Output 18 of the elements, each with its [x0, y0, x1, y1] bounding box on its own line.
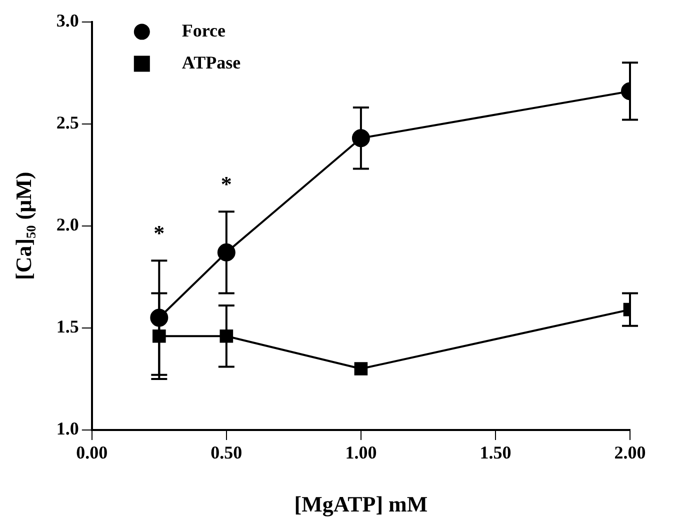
- y-tick-label: 1.5: [56, 316, 79, 337]
- annotation: *: [154, 220, 165, 246]
- y-axis-title: [Ca]₅₀ (μM): [10, 172, 36, 280]
- x-tick-label: 0.00: [76, 442, 108, 462]
- x-tick-label: 0.50: [210, 442, 242, 462]
- y-tick-label: 2.0: [56, 214, 79, 235]
- legend-label: ATPase: [182, 52, 241, 72]
- y-tick-label: 2.5: [56, 112, 79, 133]
- point: [354, 362, 368, 376]
- x-tick-label: 1.00: [345, 442, 377, 462]
- legend-label: Force: [182, 20, 226, 40]
- x-tick-label: 1.50: [480, 442, 512, 462]
- x-tick-label: 2.00: [614, 442, 646, 462]
- x-axis-title: [MgATP] mM: [294, 491, 428, 516]
- annotation: *: [220, 171, 232, 196]
- point: [152, 329, 166, 343]
- y-tick-label: 3.0: [56, 10, 79, 30]
- y-tick-label: 1.0: [56, 418, 79, 439]
